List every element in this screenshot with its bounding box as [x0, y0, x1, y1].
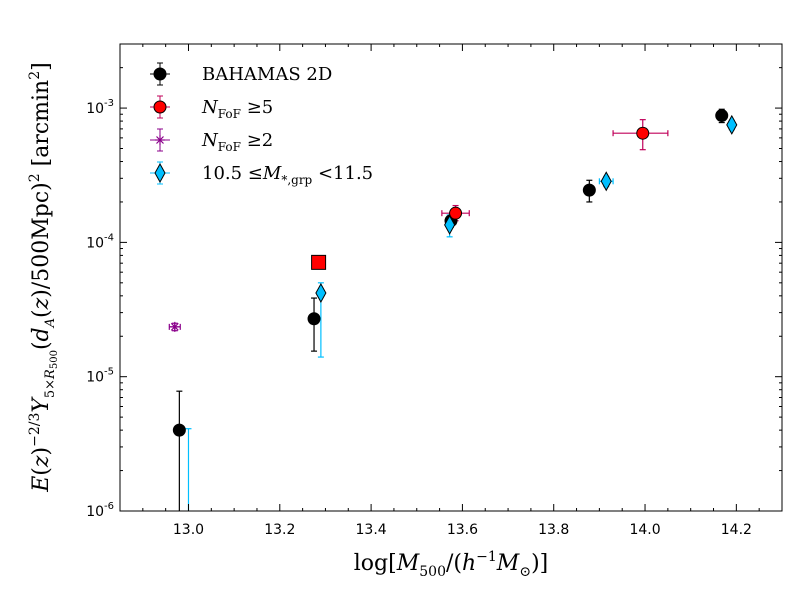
- plot-area: [168, 108, 738, 511]
- legend-nfof2-marker: [155, 135, 165, 145]
- x-tick-label: 13.6: [447, 522, 478, 538]
- plot-frame: [119, 43, 783, 512]
- data-markers: [169, 109, 738, 437]
- mstar-point: [444, 214, 456, 235]
- legend-bahamas-label: BAHAMAS 2D: [202, 64, 332, 85]
- bahamas-point: [307, 312, 321, 326]
- x-axis-label: log[M500/(h−1M⊙)]: [354, 549, 548, 580]
- bahamas-point: [582, 183, 596, 197]
- nfof5-point: [636, 126, 650, 140]
- legend-nfof2-marker-stroke: [156, 136, 164, 144]
- mstar-point: [315, 282, 327, 304]
- legend-mstar-label: 10.5 ≤M*,grp <11.5: [202, 163, 373, 187]
- bahamas-point: [715, 109, 729, 123]
- x-tick-label: 13.2: [264, 522, 295, 538]
- x-tick-label: 13.8: [538, 522, 569, 538]
- legend-mstar-marker: [154, 162, 166, 184]
- y-tick-label: 10-6: [86, 501, 114, 520]
- y-tick-label: 10-3: [86, 98, 114, 117]
- nfof2-point-stroke: [170, 322, 179, 331]
- legend-nfof2-label: NFoF ≥2: [201, 130, 273, 154]
- y-axis-label: E(z)−2/3Y5×R500(dA(z)/500Mpc)2 [arcmin2]: [27, 62, 60, 493]
- legend-nfof5-label: NFoF ≥5: [201, 97, 273, 121]
- y-tick-label: 10-5: [86, 367, 114, 386]
- nfof2-point: [169, 321, 180, 332]
- legend-bahamas-marker: [153, 67, 167, 81]
- y-axis-ticks: 10-6 10-5 10-4 10-3: [86, 43, 782, 520]
- nfof5-square-point: [311, 254, 327, 270]
- x-tick-label: 14.0: [629, 522, 660, 538]
- mstar-point: [600, 171, 612, 192]
- bahamas-point: [172, 423, 186, 437]
- x-tick-label: 14.2: [721, 522, 752, 538]
- nfof5-point: [449, 206, 463, 220]
- legend: BAHAMAS 2D NFoF ≥5 NFoF ≥2 10.5 ≤M*,grp <11…: [150, 62, 373, 187]
- x-tick-label: 13.0: [173, 522, 204, 538]
- x-axis-ticks: 13.0 13.2 13.4 13.6 13.8 14.0 14.2: [142, 44, 783, 538]
- legend-nfof5-marker: [153, 100, 167, 114]
- mstar-point: [726, 114, 738, 135]
- y-tick-label: 10-4: [86, 232, 114, 251]
- x-tick-label: 13.4: [356, 522, 387, 538]
